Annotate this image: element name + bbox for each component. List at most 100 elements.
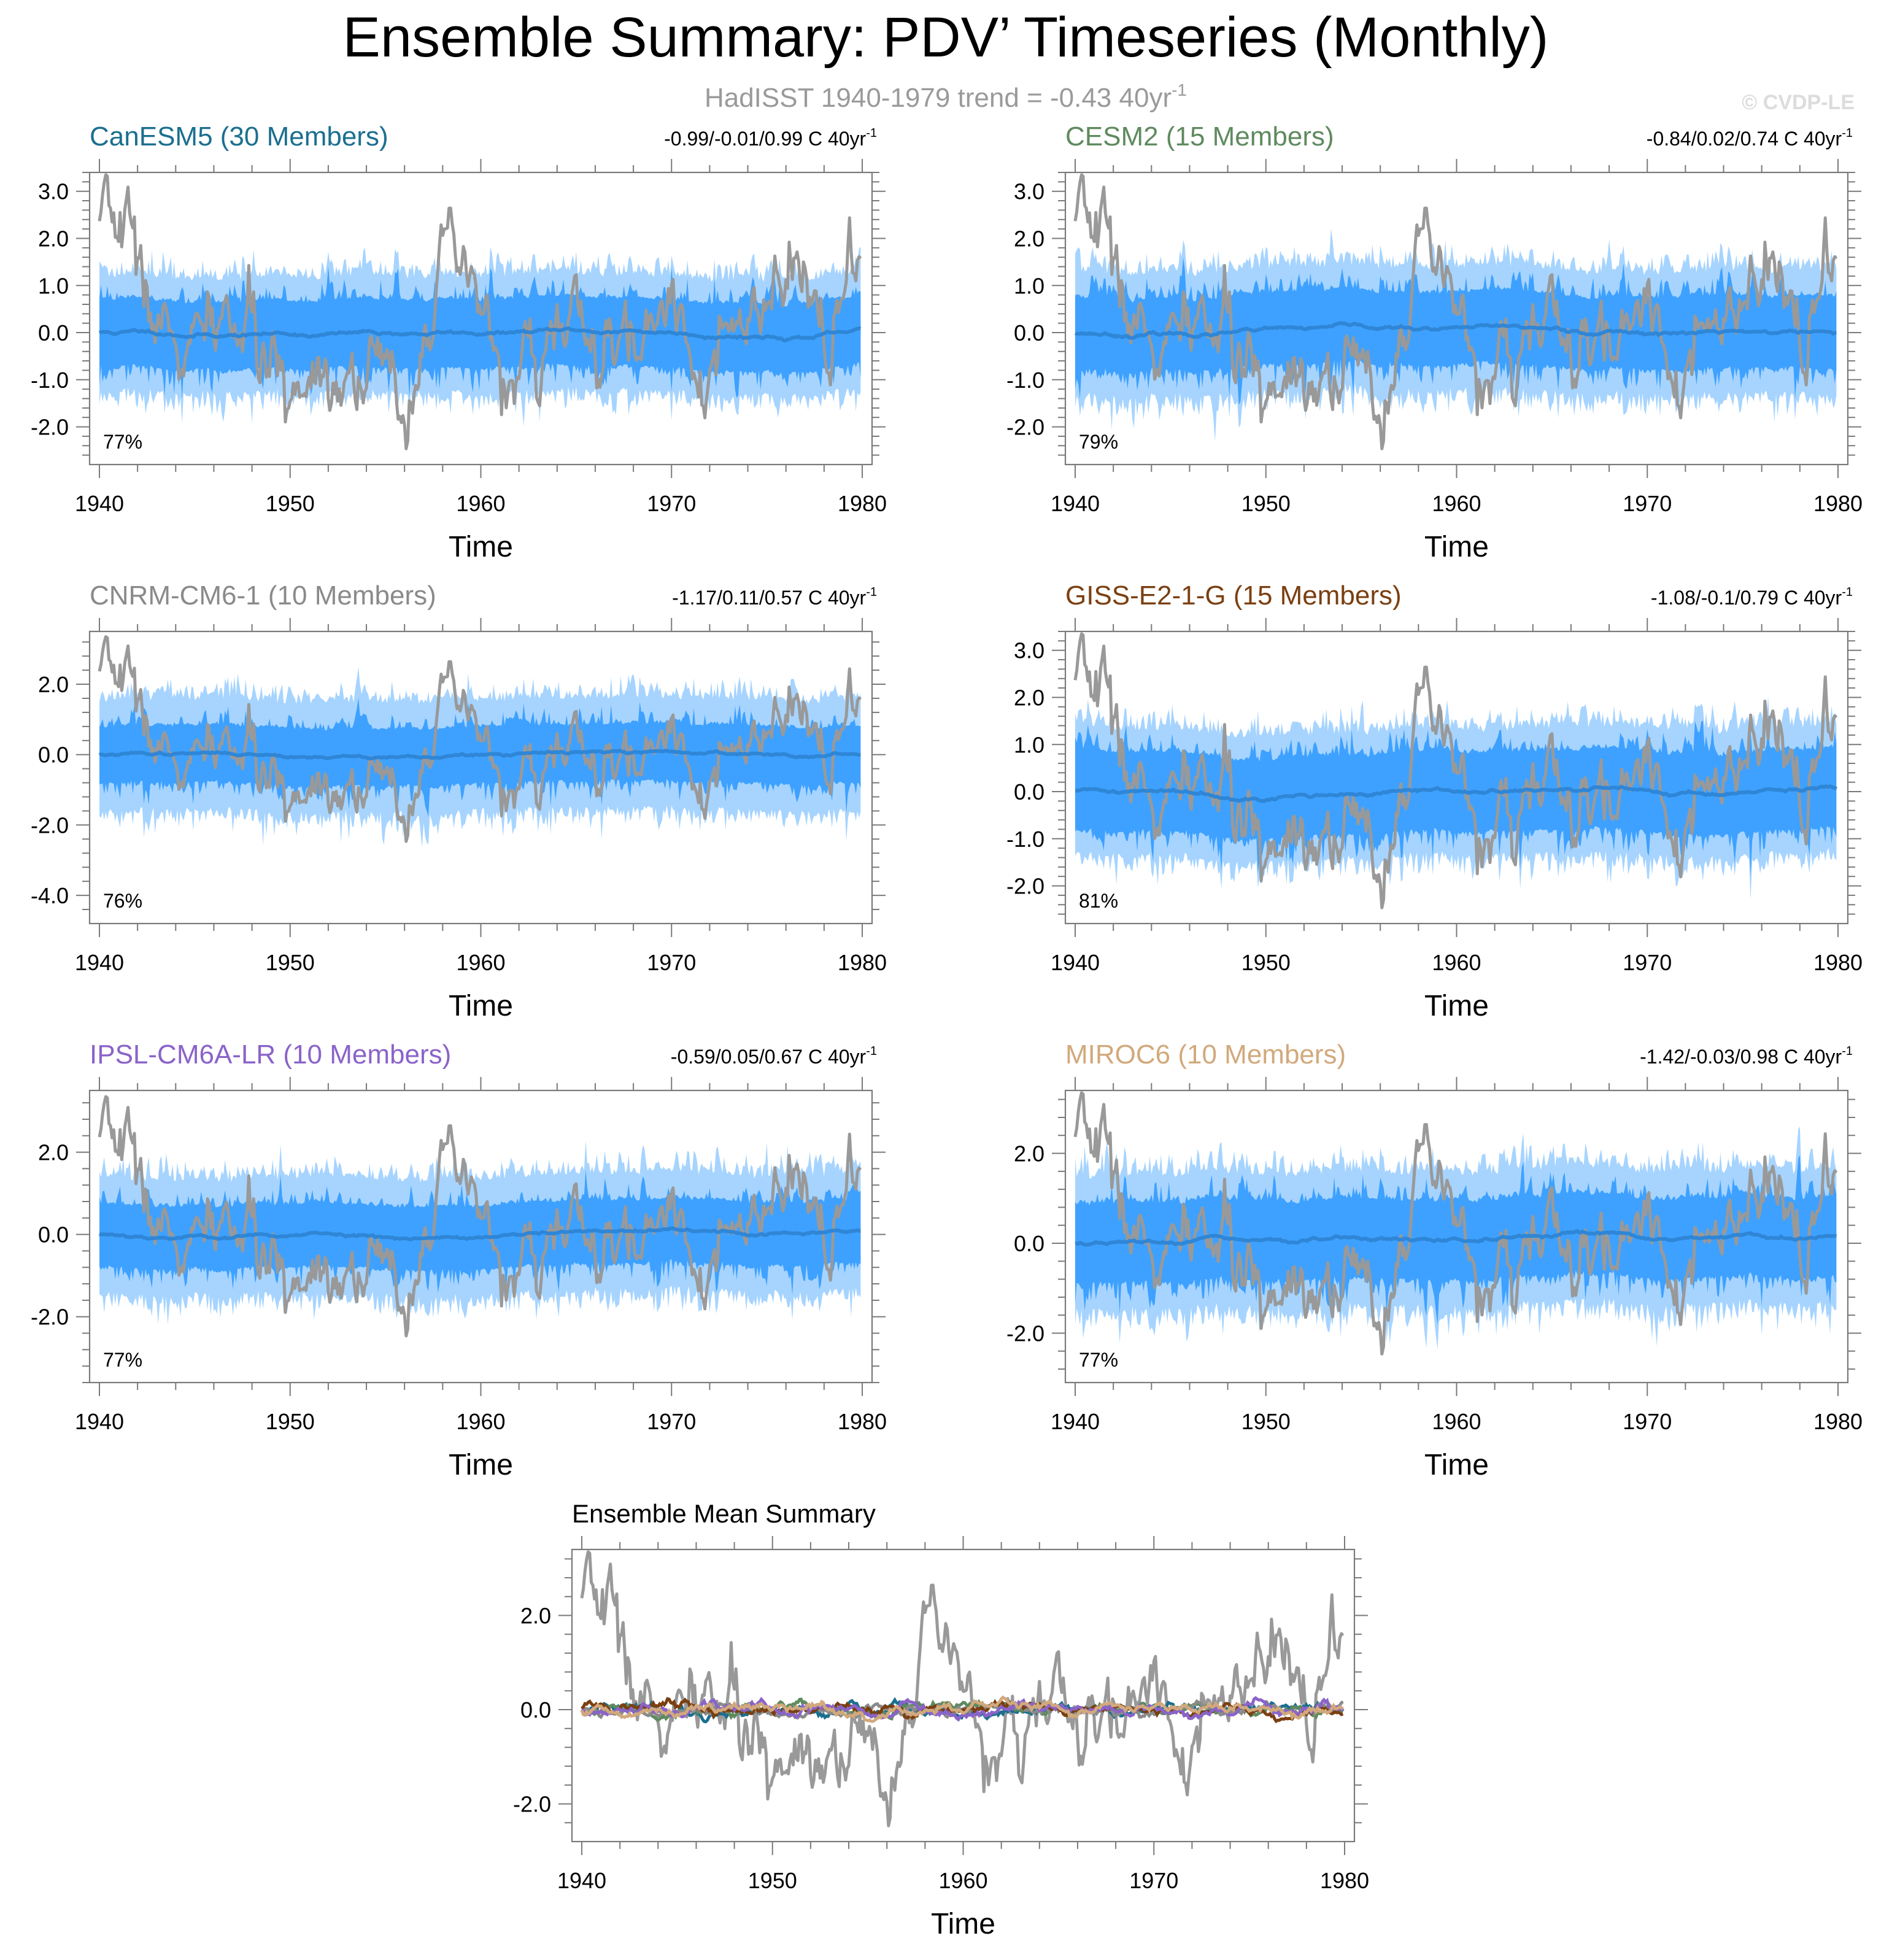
y-tick-label: -2.0 (31, 1305, 69, 1330)
x-tick-label: 1980 (1813, 1409, 1863, 1434)
x-tick-label: 1970 (647, 491, 696, 516)
percent-label: 77% (103, 1349, 142, 1371)
x-tick-label: 1980 (1813, 950, 1863, 975)
x-axis-label: Time (1424, 990, 1489, 1022)
y-tick-label: -1.0 (1006, 827, 1044, 852)
percent-label: 77% (103, 431, 142, 453)
x-tick-label: 1970 (1623, 491, 1672, 516)
figure-title: Ensemble Summary: PDV’ Timeseries (Month… (343, 6, 1549, 69)
panel-ipsl-cm6a-lr: IPSL-CM6A-LR (10 Members) -0.59/0.05/0.67… (31, 1040, 887, 1481)
ensemble-mean-line (98, 1226, 861, 1241)
y-tick-label: -1.0 (1006, 368, 1044, 393)
trend-superscript: -1 (866, 1044, 877, 1058)
x-axis-label: Time (449, 531, 513, 563)
x-tick-label: 1960 (456, 1409, 505, 1434)
trend-text: -1.17/0.11/0.57 C 40yr (672, 587, 866, 609)
trend-superscript: -1 (866, 126, 877, 140)
y-tick-label: 0.0 (38, 743, 69, 768)
x-tick-label: 1950 (748, 1868, 797, 1893)
y-tick-label: 2.0 (38, 672, 69, 697)
x-axis-label: Time (1424, 531, 1489, 563)
panel-title: IPSL-CM6A-LR (10 Members) (90, 1040, 451, 1070)
x-tick-label: 1980 (838, 1409, 887, 1434)
x-tick-label: 1980 (1813, 491, 1863, 516)
trend-superscript: -1 (1842, 126, 1853, 140)
y-tick-label: 1.0 (38, 273, 69, 298)
ensemble-mean-line (1075, 1229, 1837, 1247)
percent-label: 81% (1079, 890, 1118, 912)
y-tick-label: 0.0 (38, 1222, 69, 1248)
ensemble-mean-line (1075, 321, 1837, 341)
x-axis-label: Time (931, 1908, 995, 1940)
observed-series-line (98, 173, 862, 450)
y-tick-label: -2.0 (31, 415, 69, 440)
x-tick-label: 1950 (1241, 950, 1291, 975)
panel-ensemble-mean-summary: Ensemble Mean Summary 1940 1950 1960 1970 198… (513, 1499, 1369, 1940)
x-tick-label: 1980 (1320, 1868, 1369, 1893)
panel-title: Ensemble Mean Summary (572, 1499, 876, 1528)
y-tick-label: -2.0 (1006, 1321, 1044, 1346)
x-tick-label: 1940 (75, 950, 124, 975)
x-tick-label: 1950 (266, 1409, 315, 1434)
y-tick-label: 1.0 (1014, 273, 1044, 298)
trend-superscript: -1 (1842, 1044, 1853, 1058)
x-tick-label: 1960 (1432, 1409, 1481, 1434)
x-tick-label: 1970 (647, 1409, 696, 1434)
y-tick-label: 3.0 (1014, 638, 1044, 663)
x-tick-label: 1960 (456, 491, 505, 516)
plot-area (580, 1550, 1345, 1827)
percent-label: 77% (1079, 1349, 1118, 1371)
y-tick-label: -4.0 (31, 883, 69, 908)
plot-area (1073, 632, 1838, 909)
plot-area (98, 635, 862, 847)
x-tick-label: 1960 (938, 1868, 987, 1893)
percent-label: 76% (103, 890, 142, 912)
x-tick-label: 1970 (1623, 1409, 1672, 1434)
x-tick-label: 1950 (266, 491, 315, 516)
percent-label: 79% (1079, 431, 1118, 453)
y-tick-label: 3.0 (1014, 179, 1044, 204)
y-tick-label: -1.0 (31, 368, 69, 393)
y-tick-label: -2.0 (31, 812, 69, 838)
observed-series-line (1073, 632, 1838, 909)
y-tick-label: 1.0 (1014, 732, 1044, 757)
ensemble-inner-range-band (1075, 257, 1837, 405)
y-tick-label: 0.0 (1014, 1231, 1044, 1256)
panel-miroc6: MIROC6 (10 Members) -1.42/-0.03/0.98 C 40… (1006, 1040, 1863, 1481)
panel-title: MIROC6 (10 Members) (1065, 1040, 1346, 1070)
x-tick-label: 1950 (266, 950, 315, 975)
trend-text: -0.59/0.05/0.67 C 40yr (671, 1046, 867, 1068)
trend-text: -1.08/-0.1/0.79 C 40yr (1651, 587, 1842, 609)
x-tick-label: 1980 (838, 491, 887, 516)
panel-giss-e2-1-g: GISS-E2-1-G (15 Members) -1.08/-0.1/0.79 … (1006, 581, 1863, 1022)
y-tick-label: 3.0 (38, 179, 69, 204)
panel-title: CESM2 (15 Members) (1065, 122, 1334, 152)
y-tick-label: -2.0 (1006, 874, 1044, 899)
ensemble-mean-line (98, 326, 862, 343)
x-tick-label: 1960 (456, 950, 505, 975)
y-tick-label: -2.0 (513, 1792, 551, 1817)
panel-canesm5: CanESM5 (30 Members) -0.99/-0.01/0.99 C 4… (31, 122, 887, 563)
x-axis-label: Time (449, 990, 513, 1022)
subtitle-text: HadISST 1940-1979 trend = -0.43 40yr (705, 83, 1172, 113)
x-axis-label: Time (1424, 1449, 1489, 1481)
trend-superscript: -1 (866, 585, 877, 599)
panel-title: CNRM-CM6-1 (10 Members) (90, 581, 436, 611)
trend-annotation: -1.08/-0.1/0.79 C 40yr-1 (1651, 585, 1853, 609)
ensemble-mean-line (1075, 784, 1838, 803)
x-tick-label: 1940 (1051, 950, 1100, 975)
y-tick-label: -2.0 (1006, 415, 1044, 440)
trend-annotation: -0.99/-0.01/0.99 C 40yr-1 (664, 126, 877, 150)
figure-subtitle: HadISST 1940-1979 trend = -0.43 40yr-1 (705, 80, 1187, 113)
panel-title: GISS-E2-1-G (15 Members) (1065, 581, 1402, 611)
x-tick-label: 1970 (1129, 1868, 1178, 1893)
ensemble-mean-series-line (580, 1695, 1345, 1723)
ensemble-mean-line (98, 749, 861, 760)
y-tick-label: 0.0 (1014, 320, 1044, 345)
trend-text: -1.42/-0.03/0.98 C 40yr (1640, 1046, 1842, 1068)
y-tick-label: 0.0 (520, 1697, 551, 1723)
trend-annotation: -0.84/0.02/0.74 C 40yr-1 (1647, 126, 1853, 150)
x-tick-label: 1950 (1241, 1409, 1291, 1434)
y-tick-label: 2.0 (38, 226, 69, 251)
y-tick-label: 2.0 (1014, 1141, 1044, 1167)
